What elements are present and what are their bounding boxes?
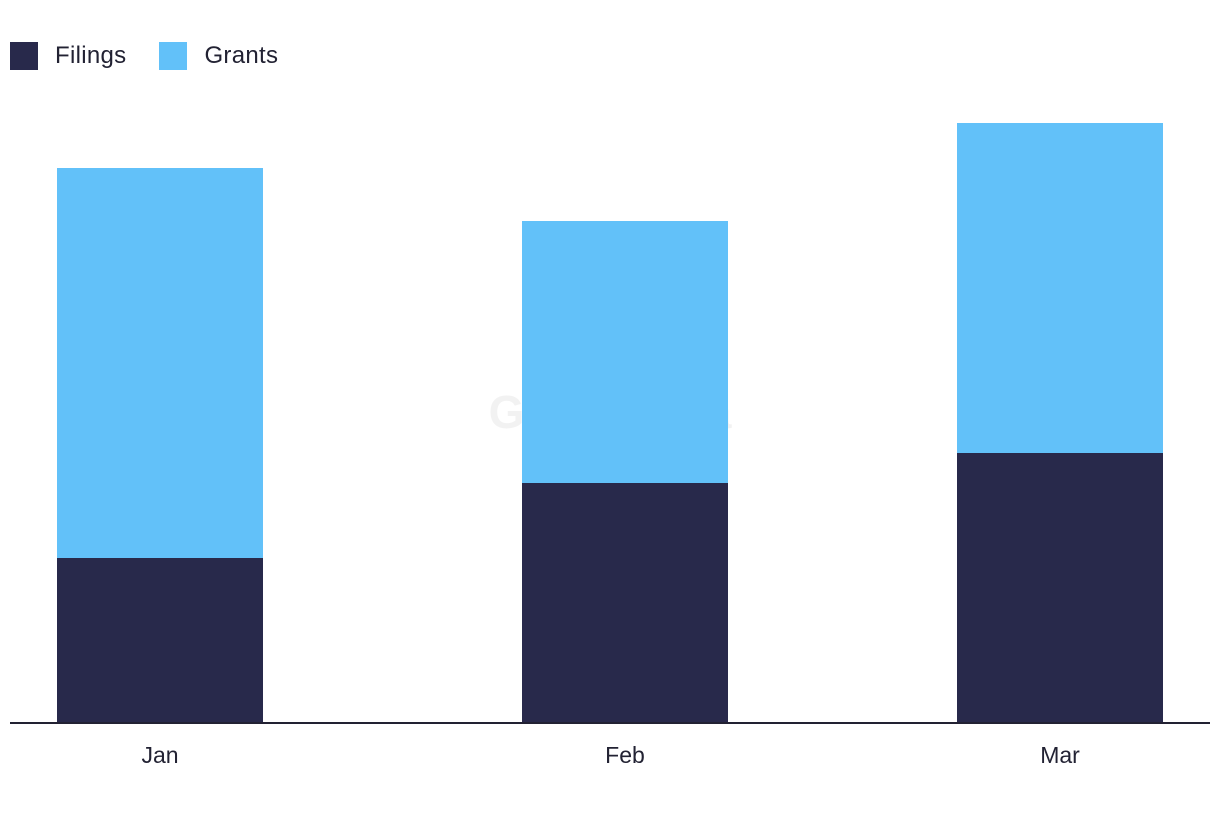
legend-label-grants: Grants (204, 42, 279, 69)
x-tick-labels: Jan Feb Mar (141, 742, 1080, 768)
legend-swatch-grants (159, 42, 188, 70)
x-tick-label-feb: Feb (605, 742, 645, 768)
x-tick-label-mar: Mar (1040, 742, 1080, 768)
bar-filings-mar (957, 453, 1163, 723)
bar-grants-mar (957, 123, 1163, 453)
legend: Filings Grants (10, 42, 311, 70)
bar-grants-feb (522, 221, 728, 483)
bar-filings-feb (522, 483, 728, 723)
legend-item-grants: Grants (159, 42, 278, 70)
bar-filings-jan (57, 558, 263, 723)
bar-grants-jan (57, 168, 263, 558)
legend-label-filings: Filings (55, 42, 127, 69)
legend-item-filings: Filings (10, 42, 126, 70)
x-tick-label-jan: Jan (141, 742, 178, 768)
legend-swatch-filings (10, 42, 38, 70)
bars-group (57, 123, 1163, 723)
